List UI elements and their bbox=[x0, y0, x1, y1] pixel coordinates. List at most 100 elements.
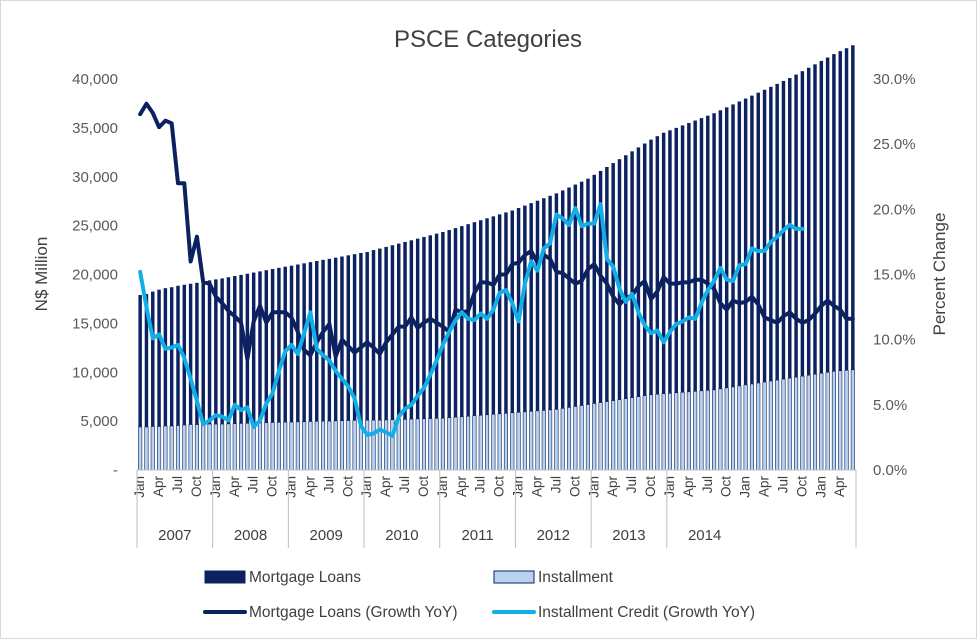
mortgage-bar bbox=[825, 57, 830, 373]
mortgage-bar bbox=[157, 289, 161, 427]
mortgage-bar bbox=[573, 184, 578, 407]
mortgage-bar bbox=[750, 95, 754, 384]
year-label: 2009 bbox=[310, 527, 343, 544]
mortgage-bar bbox=[371, 250, 376, 421]
installment-bar bbox=[585, 404, 590, 471]
installment-bar bbox=[630, 397, 635, 471]
mortgage-bar bbox=[308, 262, 313, 422]
installment-bar bbox=[661, 393, 666, 471]
mortgage-bar bbox=[548, 195, 552, 410]
mortgage-bar bbox=[844, 48, 849, 371]
month-tick-label: Jan bbox=[435, 476, 450, 498]
installment-bar bbox=[245, 422, 250, 471]
installment-bar bbox=[485, 414, 490, 471]
y-tick-label: 30,000 bbox=[72, 169, 118, 186]
installment-bar bbox=[478, 414, 483, 471]
installment-bar bbox=[194, 424, 199, 471]
installment-bar bbox=[718, 388, 723, 471]
mortgage-bar bbox=[169, 287, 174, 427]
installment-bar bbox=[308, 421, 313, 471]
installment-bar bbox=[150, 426, 155, 471]
mortgage-bar bbox=[195, 282, 199, 425]
mortgage-bar bbox=[731, 104, 735, 387]
installment-bar bbox=[421, 418, 427, 471]
installment-bar bbox=[207, 423, 212, 471]
installment-bar bbox=[554, 409, 559, 471]
installment-bar bbox=[503, 413, 508, 471]
mortgage-bar bbox=[333, 257, 338, 421]
installment-bar bbox=[295, 421, 300, 471]
installment-bar bbox=[598, 402, 603, 471]
mortgage-growth-line bbox=[138, 101, 855, 362]
mortgage-bar bbox=[327, 258, 332, 422]
mortgage-bar bbox=[497, 214, 502, 414]
y-axis-label: N$ Million bbox=[32, 237, 51, 312]
year-label: 2010 bbox=[385, 527, 418, 544]
mortgage-bar bbox=[176, 285, 180, 426]
month-tick-label: Jan bbox=[586, 476, 601, 498]
installment-bar bbox=[497, 413, 502, 471]
y-tick-label: 20,000 bbox=[72, 267, 118, 284]
installment-bar bbox=[264, 422, 269, 471]
mortgage-bar bbox=[624, 155, 628, 399]
mortgage-bar bbox=[264, 270, 269, 423]
mortgage-bar bbox=[819, 60, 824, 374]
mortgage-bar bbox=[302, 263, 306, 422]
installment-bar bbox=[428, 418, 433, 471]
month-tick-label: Jul bbox=[700, 476, 715, 493]
installment-bar bbox=[302, 421, 307, 471]
month-tick-label: Jul bbox=[246, 476, 261, 493]
y2-tick-label: 20.0% bbox=[873, 201, 916, 218]
month-tick-label: Oct bbox=[416, 476, 431, 497]
installment-bar bbox=[831, 370, 836, 471]
installment-bar bbox=[636, 396, 641, 471]
installment-bar bbox=[396, 419, 401, 471]
legend-label: Mortgage Loans bbox=[249, 569, 361, 586]
mortgage-bar bbox=[188, 283, 193, 425]
month-tick-label: Oct bbox=[567, 476, 582, 497]
lines-layer bbox=[138, 101, 855, 439]
installment-bar bbox=[510, 412, 515, 471]
installment-bar bbox=[819, 372, 824, 471]
mortgage-bar bbox=[838, 51, 842, 371]
mortgage-bar bbox=[352, 254, 357, 421]
installment-bar bbox=[768, 380, 773, 471]
installment-bar bbox=[144, 426, 149, 471]
installment-bar bbox=[592, 403, 597, 471]
installment-bar bbox=[699, 390, 704, 471]
mortgage-bar bbox=[554, 193, 559, 410]
mortgage-bar bbox=[579, 181, 584, 406]
mortgage-bar bbox=[655, 136, 660, 395]
installment-bar bbox=[314, 421, 319, 471]
mortgage-bar bbox=[832, 54, 836, 372]
mortgage-bar bbox=[794, 74, 798, 378]
installment-bar bbox=[169, 425, 174, 471]
installment-bar bbox=[276, 421, 281, 471]
legend-swatch bbox=[204, 570, 246, 584]
chart-title: PSCE Categories bbox=[394, 26, 582, 53]
installment-bar bbox=[289, 421, 294, 471]
installment-bar bbox=[838, 370, 843, 471]
mortgage-bar bbox=[422, 236, 426, 419]
mortgage-bar bbox=[409, 240, 414, 420]
installment-bar bbox=[573, 406, 578, 471]
installment-bar bbox=[447, 417, 452, 471]
installment-bar bbox=[516, 412, 521, 471]
installment-bar bbox=[415, 418, 420, 471]
y-tick-label: - bbox=[113, 462, 118, 479]
mortgage-bar bbox=[762, 89, 767, 383]
month-tick-label: Oct bbox=[492, 476, 507, 497]
month-tick-label: Oct bbox=[189, 476, 204, 497]
installment-bar bbox=[762, 381, 767, 471]
mortgage-bar bbox=[586, 178, 590, 405]
y2-axis-label: Percent Change bbox=[930, 213, 949, 336]
mortgage-bar bbox=[163, 288, 168, 427]
mortgage-bar bbox=[668, 130, 672, 394]
installment-bar bbox=[560, 408, 565, 471]
mortgage-bar bbox=[680, 125, 685, 393]
mortgage-bar bbox=[649, 139, 653, 395]
installment-bar bbox=[403, 419, 408, 471]
installment-bar bbox=[201, 423, 206, 471]
month-tick-label: Apr bbox=[530, 476, 545, 498]
mortgage-bar bbox=[788, 78, 792, 379]
